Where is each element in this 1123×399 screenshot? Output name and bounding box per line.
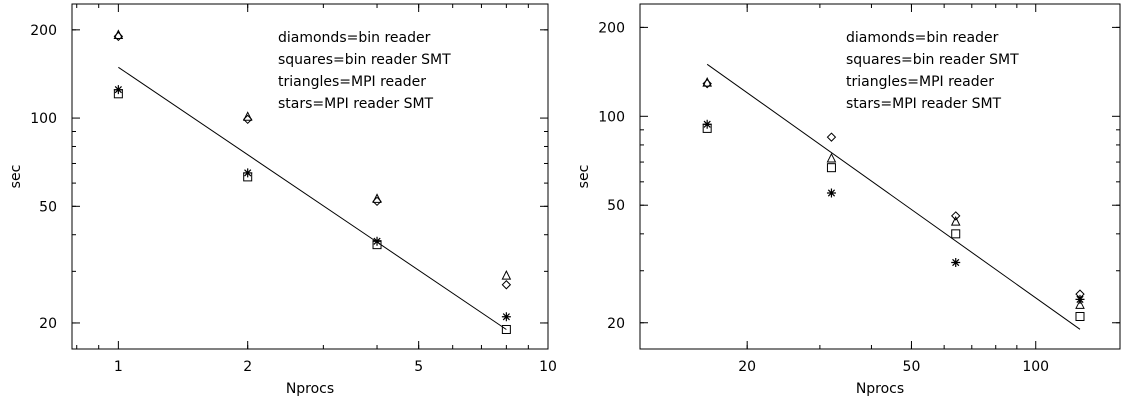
chart-panel-2: 20 50 100 20 50 100 200 Nprocs sec diamonds=bin r… [576, 3, 1121, 397]
diamond-point [702, 78, 712, 89]
x-tick-label: 20 [738, 359, 756, 375]
square-point [826, 163, 836, 173]
triangle-point [702, 77, 712, 87]
square-point [951, 229, 961, 239]
chart-panel-1: 1 2 5 10 20 50 100 200 Nprocs sec diamonds=bin rea… [8, 3, 557, 397]
star-point [1075, 294, 1085, 304]
legend-entry: squares=bin reader SMT [846, 52, 1019, 68]
diamond-point [501, 280, 512, 290]
y-tick-label: 50 [39, 199, 57, 215]
diamond-point [951, 211, 961, 221]
fit-line [118, 66, 507, 330]
triangle-point [242, 111, 253, 121]
y-tick-label: 20 [39, 316, 57, 332]
triangle-point [372, 193, 382, 203]
triangle-point [826, 152, 837, 163]
star-point [372, 236, 382, 246]
star-point [702, 119, 712, 129]
legend-entry: squares=bin reader SMT [278, 52, 451, 68]
x-axis-label: Nprocs [286, 381, 334, 397]
legend-entry: diamonds=bin reader [846, 30, 999, 46]
x-tick-label: 1 [114, 359, 123, 375]
star-point [826, 188, 836, 198]
legend-entry: diamonds=bin reader [278, 30, 431, 46]
legend-entry: triangles=MPI reader [278, 74, 426, 90]
y-tick-label: 200 [598, 20, 625, 36]
star-point [501, 312, 511, 322]
diamond-point [372, 196, 382, 207]
star-point [951, 257, 961, 267]
legend-entry: triangles=MPI reader [846, 74, 994, 90]
square-point [1075, 311, 1085, 321]
square-point [501, 324, 511, 334]
star-point [243, 168, 253, 178]
triangle-point [501, 270, 512, 280]
legend-entry: stars=MPI reader SMT [278, 96, 434, 112]
y-tick-label: 100 [30, 111, 57, 127]
x-axis-label: Nprocs [856, 381, 904, 397]
y-tick-label: 20 [607, 316, 625, 332]
y-tick-label: 50 [607, 198, 625, 214]
x-tick-label: 2 [243, 359, 252, 375]
star-point [113, 85, 123, 95]
x-tick-label: 50 [903, 359, 921, 375]
x-tick-label: 10 [539, 359, 557, 375]
triangle-point [1075, 299, 1085, 309]
x-tick-label: 100 [1022, 359, 1049, 375]
triangle-point [113, 29, 124, 40]
fit-line [706, 63, 1081, 330]
x-tick-label: 5 [414, 359, 423, 375]
triangle-point [950, 215, 961, 226]
y-tick-label: 200 [30, 23, 57, 39]
diamond-point [242, 114, 253, 125]
y-axis-label: sec [8, 165, 24, 189]
diamond-point [826, 132, 837, 142]
y-tick-label: 100 [598, 109, 625, 125]
y-axis-label: sec [576, 165, 592, 189]
plot-frame [639, 3, 1121, 350]
legend-entry: stars=MPI reader SMT [846, 96, 1002, 112]
plot-frame [71, 3, 549, 350]
